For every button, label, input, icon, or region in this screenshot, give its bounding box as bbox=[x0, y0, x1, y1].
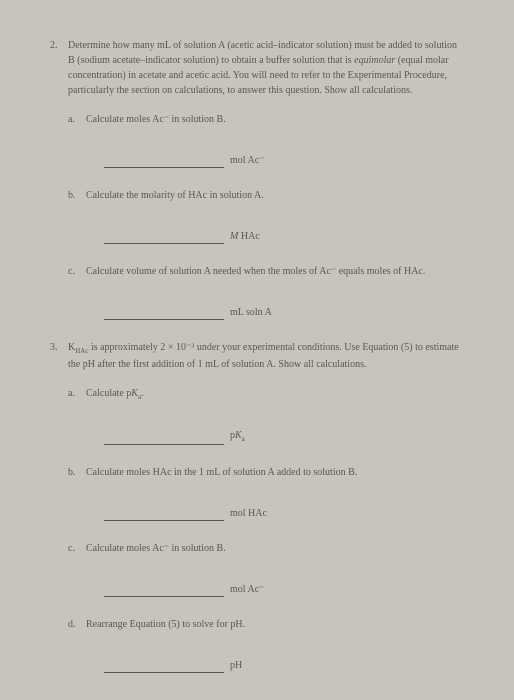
q3a-row: a. Calculate pKa. bbox=[68, 386, 464, 403]
q3d-text: Rearrange Equation (5) to solve for pH. bbox=[86, 617, 464, 632]
q3d-letter: d. bbox=[68, 617, 86, 632]
q2a-letter: a. bbox=[68, 112, 86, 127]
q2a: a. Calculate moles Ac⁻ in solution B. mo… bbox=[68, 112, 464, 168]
question-3: 3. KHAc is approximately 2 × 10⁻³ under … bbox=[50, 340, 464, 673]
q3c-unit: mol Ac⁻ bbox=[230, 582, 264, 597]
question-2-main: 2. Determine how many mL of solution A (… bbox=[50, 38, 464, 98]
q3b-letter: b. bbox=[68, 465, 86, 480]
q2a-answer: mol Ac⁻ bbox=[104, 153, 464, 168]
q3d: d. Rearrange Equation (5) to solve for p… bbox=[68, 617, 464, 673]
q2c-blank bbox=[104, 308, 224, 320]
q2b-text: Calculate the molarity of HAc in solutio… bbox=[86, 188, 464, 203]
question-2: 2. Determine how many mL of solution A (… bbox=[50, 38, 464, 320]
q3c-row: c. Calculate moles Ac⁻ in solution B. bbox=[68, 541, 464, 556]
q3d-blank bbox=[104, 661, 224, 673]
q2c-answer: mL soln A bbox=[104, 305, 464, 320]
q3c-answer: mol Ac⁻ bbox=[104, 582, 464, 597]
q2b-unit: M HAc bbox=[230, 229, 260, 244]
q3a-blank bbox=[104, 433, 224, 445]
q2c-letter: c. bbox=[68, 264, 86, 279]
q2a-blank bbox=[104, 156, 224, 168]
q3b: b. Calculate moles HAc in the 1 mL of so… bbox=[68, 465, 464, 521]
q2c-unit: mL soln A bbox=[230, 305, 272, 320]
q3a-unit: pKa bbox=[230, 428, 245, 445]
q3d-unit: pH bbox=[230, 658, 242, 673]
q3a-letter: a. bbox=[68, 386, 86, 403]
q3d-answer: pH bbox=[104, 658, 464, 673]
q2c-row: c. Calculate volume of solution A needed… bbox=[68, 264, 464, 279]
q2b-letter: b. bbox=[68, 188, 86, 203]
q3a-unit-sub: a bbox=[242, 435, 245, 443]
q3b-blank bbox=[104, 509, 224, 521]
q2-number: 2. bbox=[50, 38, 68, 98]
q3a-text-1: Calculate p bbox=[86, 388, 131, 399]
q3b-row: b. Calculate moles HAc in the 1 mL of so… bbox=[68, 465, 464, 480]
q2-text: Determine how many mL of solution A (ace… bbox=[68, 38, 464, 98]
q3c-blank bbox=[104, 585, 224, 597]
q3a-unit-italic: K bbox=[235, 430, 242, 441]
q2-text-italic: equimolar bbox=[354, 55, 395, 66]
q3a: a. Calculate pKa. pKa bbox=[68, 386, 464, 445]
question-3-main: 3. KHAc is approximately 2 × 10⁻³ under … bbox=[50, 340, 464, 372]
q2a-unit: mol Ac⁻ bbox=[230, 153, 264, 168]
q3-text-sub1: HAc bbox=[75, 347, 88, 355]
q2b-blank bbox=[104, 232, 224, 244]
q3-number: 3. bbox=[50, 340, 68, 372]
q3-text: KHAc is approximately 2 × 10⁻³ under you… bbox=[68, 340, 464, 372]
q3a-answer: pKa bbox=[104, 428, 464, 445]
q2b-row: b. Calculate the molarity of HAc in solu… bbox=[68, 188, 464, 203]
q2b-answer: M HAc bbox=[104, 229, 464, 244]
q3-text-2: is approximately 2 × 10 bbox=[88, 342, 186, 353]
q3a-text-italic: K bbox=[131, 388, 138, 399]
q3a-text-2: . bbox=[141, 388, 144, 399]
q2a-text: Calculate moles Ac⁻ in solution B. bbox=[86, 112, 464, 127]
q3b-text: Calculate moles HAc in the 1 mL of solut… bbox=[86, 465, 464, 480]
q3d-row: d. Rearrange Equation (5) to solve for p… bbox=[68, 617, 464, 632]
q2c-text: Calculate volume of solution A needed wh… bbox=[86, 264, 464, 279]
q3c-letter: c. bbox=[68, 541, 86, 556]
q3b-unit: mol HAc bbox=[230, 506, 267, 521]
q2c: c. Calculate volume of solution A needed… bbox=[68, 264, 464, 320]
q3c-text: Calculate moles Ac⁻ in solution B. bbox=[86, 541, 464, 556]
q3a-text: Calculate pKa. bbox=[86, 386, 464, 403]
q2b: b. Calculate the molarity of HAc in solu… bbox=[68, 188, 464, 244]
q2a-row: a. Calculate moles Ac⁻ in solution B. bbox=[68, 112, 464, 127]
q2b-unit-text: HAc bbox=[238, 231, 259, 242]
q3c: c. Calculate moles Ac⁻ in solution B. mo… bbox=[68, 541, 464, 597]
q3b-answer: mol HAc bbox=[104, 506, 464, 521]
